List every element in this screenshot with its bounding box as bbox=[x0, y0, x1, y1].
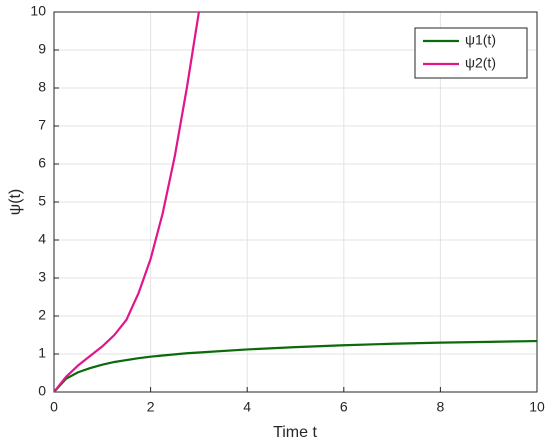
y-tick-label: 5 bbox=[38, 193, 46, 209]
x-tick-label: 10 bbox=[529, 399, 545, 415]
y-tick-label: 1 bbox=[38, 345, 46, 361]
x-tick-label: 0 bbox=[50, 399, 58, 415]
y-tick-label: 10 bbox=[30, 3, 46, 19]
y-tick-label: 7 bbox=[38, 117, 46, 133]
legend-label: ψ1(t) bbox=[465, 32, 496, 48]
x-tick-label: 8 bbox=[437, 399, 445, 415]
plot-area bbox=[54, 12, 537, 392]
y-tick-label: 9 bbox=[38, 41, 46, 57]
y-tick-label: 2 bbox=[38, 307, 46, 323]
x-axis-label: Time t bbox=[273, 424, 317, 441]
y-tick-label: 3 bbox=[38, 269, 46, 285]
legend-box bbox=[414, 27, 528, 79]
plot-frame bbox=[53, 11, 538, 393]
y-axis-label: ψ(t) bbox=[7, 189, 24, 216]
x-tick-label: 6 bbox=[340, 399, 348, 415]
x-tick-label: 4 bbox=[243, 399, 251, 415]
line-series bbox=[54, 339, 537, 392]
x-tick-label: 2 bbox=[147, 399, 155, 415]
line-series bbox=[54, 12, 200, 392]
y-tick-label: 0 bbox=[38, 383, 46, 399]
y-tick-label: 4 bbox=[38, 231, 46, 247]
y-tick-label: 6 bbox=[38, 155, 46, 171]
legend-label: ψ2(t) bbox=[465, 55, 496, 71]
y-tick-label: 8 bbox=[38, 79, 46, 95]
